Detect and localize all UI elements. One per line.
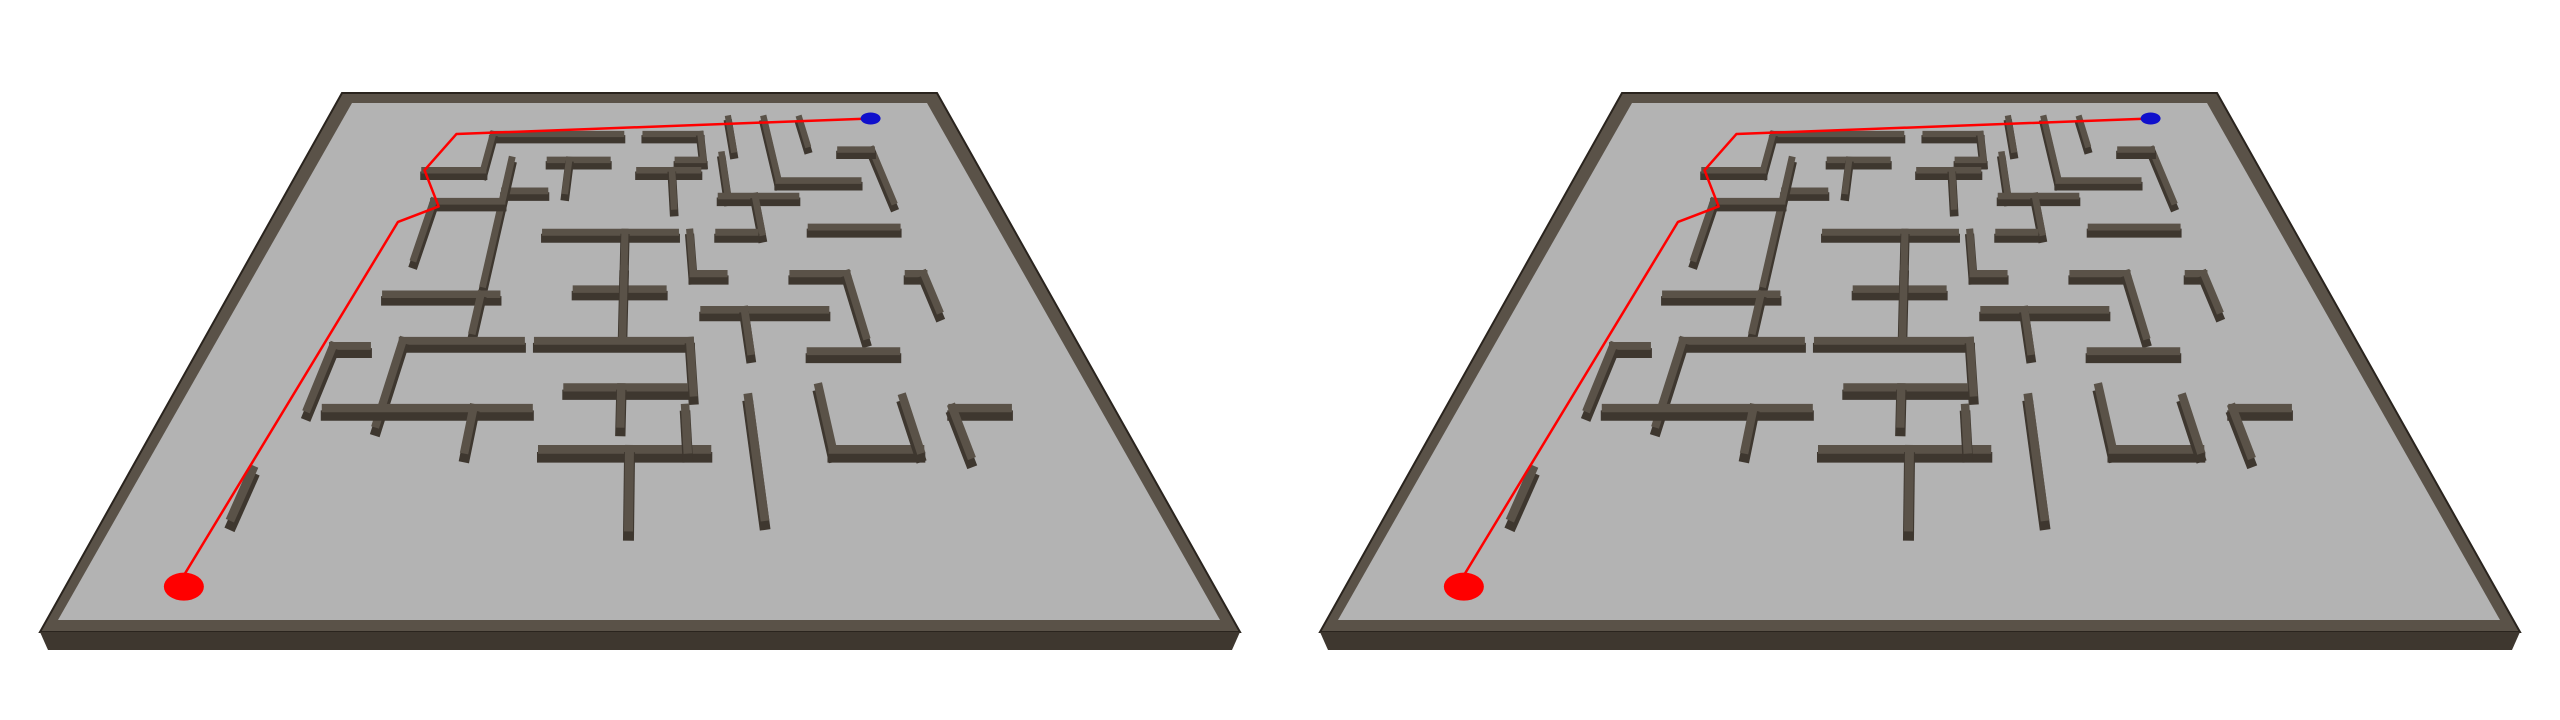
- maze-wall: [2177, 392, 2206, 455]
- maze-wall: [760, 114, 783, 185]
- maze-wall: [1739, 403, 1759, 455]
- maze-board: [1318, 92, 2522, 650]
- maze-wall: [2020, 305, 2036, 356]
- maze-floor-group: [1318, 92, 2522, 650]
- maze-wall: [561, 156, 573, 195]
- maze-wall: [1748, 289, 1766, 336]
- maze-wall: [897, 392, 926, 455]
- solution-path-line: [180, 117, 871, 580]
- maze-wall: [620, 228, 629, 273]
- maze-wall: [479, 130, 497, 175]
- maze-wall: [2023, 392, 2050, 522]
- maze-wall: [813, 382, 838, 455]
- maze-wall: [2031, 192, 2047, 237]
- maze-wall: [1841, 156, 1853, 195]
- maze-wall: [225, 464, 259, 523]
- maze-walls-group: [1504, 114, 2293, 541]
- maze-wall: [2093, 382, 2118, 455]
- maze-wall: [618, 264, 628, 345]
- maze-wall: [1903, 444, 1915, 532]
- maze-wall: [1505, 464, 1539, 523]
- maze-wall: [946, 402, 976, 461]
- maze-board: [38, 92, 1242, 650]
- maze-floor: [58, 103, 1220, 620]
- maze-wall: [1900, 228, 1909, 273]
- goal-marker: [2140, 112, 2161, 125]
- maze-walls-group: [224, 114, 1013, 541]
- maze-wall: [302, 340, 339, 414]
- maze-wall: [1759, 130, 1777, 175]
- maze-wall: [685, 336, 698, 397]
- maze-view-left: [38, 92, 1242, 650]
- maze-wall: [1582, 340, 1619, 414]
- maze-wall: [743, 392, 770, 522]
- solution-path-line: [1460, 117, 2151, 580]
- maze-view-right: [1280, 0, 2560, 720]
- maze-wall: [686, 228, 697, 278]
- maze-wall: [1998, 150, 2012, 200]
- maze-wall: [1966, 228, 1977, 278]
- maze-wall: [1965, 336, 1978, 397]
- maze-wall: [1976, 130, 1987, 164]
- maze-wall: [2198, 268, 2224, 315]
- maze-wall: [479, 155, 516, 289]
- maze-wall: [795, 114, 812, 149]
- maze-wall: [718, 150, 732, 200]
- maze-wall: [2075, 114, 2092, 149]
- solution-path-group: [163, 112, 881, 601]
- maze-wall: [680, 403, 693, 454]
- maze-wall: [616, 383, 626, 428]
- solution-path-group: [1443, 112, 2161, 601]
- maze-wall: [1896, 383, 1906, 428]
- maze-rim-front-face: [1320, 632, 2520, 650]
- maze-wall: [459, 403, 479, 455]
- maze-floor-group: [38, 92, 1242, 650]
- maze-wall: [623, 444, 635, 532]
- maze-wall: [751, 192, 767, 237]
- maze-floor: [1338, 103, 2500, 620]
- maze-wall: [696, 130, 707, 164]
- maze-wall: [2226, 402, 2256, 461]
- maze-wall: [842, 268, 871, 341]
- maze-rim-front-face: [40, 632, 1240, 650]
- maze-wall: [2122, 268, 2151, 341]
- maze-wall: [1960, 403, 1973, 454]
- goal-marker: [860, 112, 881, 125]
- start-marker: [163, 572, 204, 601]
- maze-wall: [1759, 155, 1796, 289]
- maze-wall: [740, 305, 756, 356]
- maze-wall: [468, 289, 486, 336]
- maze-wall: [918, 268, 944, 315]
- maze-wall: [668, 166, 678, 210]
- maze-wall: [2040, 114, 2063, 185]
- maze-wall: [1898, 264, 1908, 345]
- start-marker: [1443, 572, 1484, 601]
- maze-wall: [1948, 166, 1958, 210]
